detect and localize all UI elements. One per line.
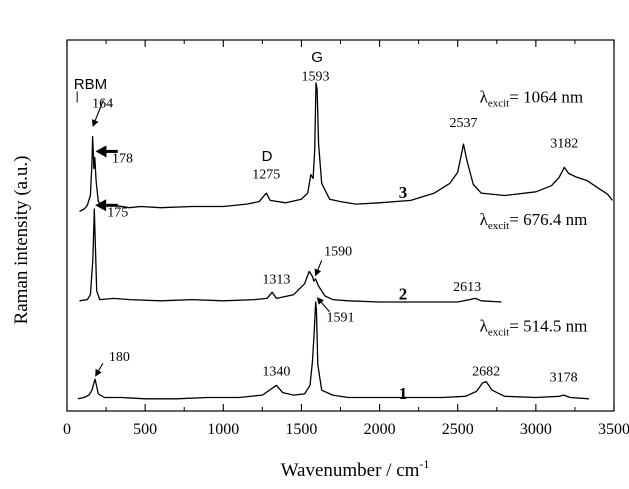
excitation-label-3: λexcit= 1064 nm: [480, 87, 583, 109]
peak-label: 164: [92, 96, 113, 111]
band-label-d: D: [262, 148, 273, 165]
arrow-shaft: [98, 362, 104, 371]
peak-label: 3178: [550, 371, 578, 386]
peak-label: 3182: [550, 137, 578, 152]
peak-label: 1313: [262, 273, 290, 288]
peak-label: 1590: [324, 244, 352, 259]
peak-label: 1340: [262, 364, 290, 379]
x-tick-label: 3000: [520, 421, 552, 438]
spectrum-number-1: 1: [399, 384, 408, 403]
spectrum-number-3: 3: [399, 183, 408, 202]
peak-label: 180: [109, 350, 130, 365]
spectrum-2: [79, 208, 502, 303]
band-label-g: G: [311, 49, 323, 66]
band-label-rbm: RBM: [74, 76, 107, 93]
peak-label: 2682: [472, 364, 500, 379]
annotation-layer: RBM D G 164 178 1275 1593 2537 3182 175 1313 1590 26…: [74, 49, 579, 386]
arrow-shaft: [94, 99, 104, 121]
excitation-label-2: λexcit= 676.4 nm: [480, 210, 588, 232]
arrow-head: [316, 297, 324, 305]
arrow-shaft: [320, 302, 330, 313]
spectrum-1: [77, 301, 590, 400]
peak-label: 1275: [252, 167, 280, 182]
peak-label: 178: [112, 151, 133, 166]
x-tick-label: 0: [63, 421, 71, 438]
arrow-head: [91, 119, 99, 127]
x-tick-label: 1500: [285, 421, 317, 438]
arrow-head: [95, 368, 102, 377]
x-tick-label: 1000: [207, 421, 239, 438]
arrow-head: [95, 199, 107, 212]
arrow-shaft: [317, 260, 323, 271]
x-tick-label: 3500: [598, 421, 629, 438]
x-tick-label: 2000: [364, 421, 396, 438]
axes: 0 500 1000 1500 2000 2500 3000 3500: [63, 39, 629, 438]
peak-label: 1591: [327, 311, 355, 326]
y-axis-title: Raman intensity (a.u.): [11, 156, 32, 325]
x-axis-title: Wavenumber / cm-1: [281, 457, 430, 481]
series-layer: 3 λexcit= 1064 nm 2 λexcit= 676.4 nm 1 λexcit…: [77, 82, 613, 403]
x-tick-label: 2500: [442, 421, 474, 438]
peak-label: 175: [107, 205, 128, 220]
arrow-head: [314, 268, 322, 277]
spectrum-3: [79, 82, 613, 212]
peak-label: 1593: [301, 69, 329, 84]
arrow-head: [95, 145, 107, 158]
excitation-label-1: λexcit= 514.5 nm: [480, 316, 588, 338]
spectrum-number-2: 2: [399, 285, 408, 304]
peak-label: 2613: [453, 280, 481, 295]
peak-label: 2537: [449, 116, 477, 131]
x-tick-label: 500: [133, 421, 157, 438]
